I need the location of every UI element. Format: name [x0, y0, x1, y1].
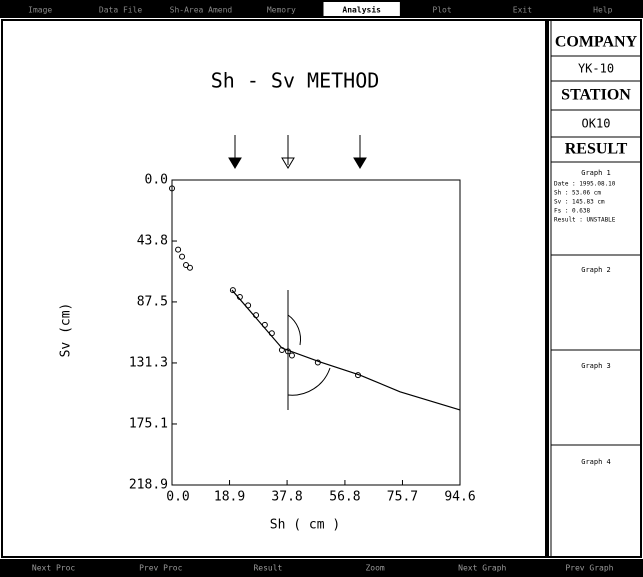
x-tick-label: 75.7 — [387, 490, 418, 505]
result-label: RESULT — [565, 141, 628, 158]
y-tick-label: 87.5 — [137, 294, 168, 309]
menu-item[interactable]: Sh-Area Amend — [170, 6, 233, 15]
menu-item[interactable]: Memory — [267, 6, 296, 15]
menu-item[interactable]: Analysis — [342, 5, 381, 15]
graph-info: Date : 1995.08.10 — [554, 181, 616, 188]
y-tick-label: 218.9 — [129, 478, 168, 493]
footer-item[interactable]: Next Graph — [458, 564, 506, 573]
x-tick-label: 94.6 — [444, 490, 475, 505]
menu-item[interactable]: Help — [593, 6, 612, 15]
footer-item[interactable]: Prev Proc — [139, 564, 183, 573]
data-point — [186, 264, 193, 271]
footer-bar — [0, 559, 643, 577]
station: OK10 — [582, 117, 611, 131]
company: YK-10 — [578, 62, 614, 76]
y-tick-label: 43.8 — [137, 234, 168, 249]
graph-info: Result : UNSTABLE — [554, 217, 616, 224]
graph-title: Graph 1 — [581, 169, 611, 177]
data-point — [229, 287, 236, 294]
graph-info: Sh : 53.06 cm — [554, 190, 601, 197]
plot-frame — [1, 19, 547, 558]
footer-item[interactable]: Zoom — [365, 564, 384, 573]
y-axis-label: Sv (cm) — [59, 303, 74, 358]
menu-item[interactable]: Data File — [99, 6, 143, 15]
plot-area — [171, 179, 461, 486]
graph-info: Fs : 0.638 — [554, 208, 591, 215]
footer-item[interactable]: Prev Graph — [565, 564, 613, 573]
x-tick-label: 37.8 — [271, 490, 302, 505]
y-tick-label: 175.1 — [129, 416, 168, 431]
graph-title: Graph 3 — [581, 362, 611, 370]
x-tick-label: 0.0 — [166, 490, 189, 505]
fit-line — [231, 289, 461, 411]
menu-highlight — [323, 2, 400, 16]
side-frame — [547, 19, 642, 558]
station-label: STATION — [561, 87, 631, 104]
y-tick-label: 131.3 — [129, 355, 168, 370]
graph-info: Sv : 145.83 cm — [554, 199, 605, 206]
data-point — [169, 185, 175, 192]
chart-title: Sh - Sv METHOD — [211, 69, 380, 93]
data-point — [179, 253, 186, 260]
data-point — [175, 246, 182, 253]
menu-item[interactable]: Exit — [513, 6, 532, 15]
data-point — [288, 352, 295, 359]
menu-item[interactable]: Plot — [432, 6, 451, 15]
y-tick-label: 0.0 — [145, 173, 168, 188]
graph-title: Graph 2 — [581, 266, 611, 274]
company-label: COMPANY — [555, 34, 638, 51]
x-tick-label: 56.8 — [329, 490, 360, 505]
x-axis-label: Sh ( cm ) — [270, 518, 340, 533]
menu-item[interactable]: Image — [28, 6, 52, 15]
footer-item[interactable]: Result — [253, 564, 282, 573]
arrows — [228, 135, 367, 410]
panel-dividers — [551, 55, 641, 446]
data-point — [183, 261, 190, 268]
graph-title: Graph 4 — [581, 458, 611, 466]
menu-bar — [0, 0, 643, 18]
x-tick-label: 18.9 — [214, 490, 245, 505]
footer-item[interactable]: Next Proc — [32, 564, 76, 573]
